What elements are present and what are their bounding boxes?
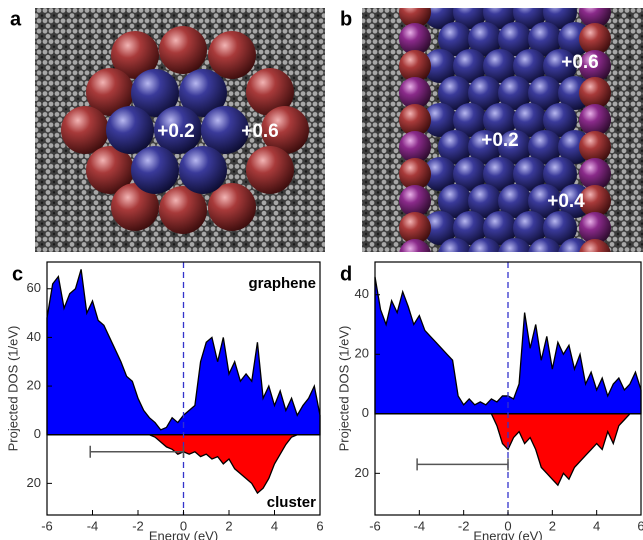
x-axis-label: Energy (eV): [473, 528, 542, 540]
x-tick-label: 2: [549, 518, 556, 533]
y-tick-label: 60: [27, 280, 41, 295]
atom: [528, 238, 562, 272]
x-axis-label: Energy (eV): [149, 528, 218, 540]
y-tick-label: 20: [355, 465, 369, 480]
y-tick-label: 20: [355, 346, 369, 361]
charge-label: +0.6: [561, 52, 599, 73]
x-tick-label: 2: [225, 518, 232, 533]
x-tick-label: -6: [369, 518, 381, 533]
atom: [106, 106, 154, 154]
atom: [399, 239, 431, 271]
x-tick-label: -4: [87, 518, 99, 533]
charge-label: +0.4: [547, 191, 585, 212]
panel-label: b: [340, 8, 352, 30]
page: {"panels": {"a": {"label": "a", "charges…: [0, 0, 643, 540]
y-tick-label: 20: [27, 475, 41, 490]
atom: [179, 146, 227, 194]
x-tick-label: 6: [637, 518, 643, 533]
atom: [246, 146, 294, 194]
y-axis-label: Projected DOS (1/eV): [336, 326, 351, 452]
x-tick-label: 4: [271, 518, 278, 533]
panel-label: d: [340, 263, 352, 285]
x-tick-label: -4: [414, 518, 426, 533]
panel-label: c: [12, 263, 23, 285]
atom: [468, 238, 502, 272]
atom: [131, 146, 179, 194]
charge-label: +0.2: [481, 130, 519, 151]
y-tick-label: 40: [355, 286, 369, 301]
y-tick-label: 0: [34, 426, 41, 441]
y-tick-label: 40: [27, 329, 41, 344]
body: a b +0.2 +0.6 +0.6 +0.2 +0.4 graphene clu…: [0, 0, 643, 540]
x-tick-label: -6: [41, 518, 53, 533]
series-annotation: graphene: [248, 275, 316, 292]
x-tick-label: -2: [132, 518, 144, 533]
atom: [579, 239, 611, 271]
x-tick-label: -2: [458, 518, 470, 533]
atom: [208, 31, 256, 79]
y-tick-label: 0: [362, 405, 369, 420]
series-annotation: cluster: [267, 494, 316, 511]
y-tick-label: 20: [27, 378, 41, 393]
atom: [438, 238, 472, 272]
charge-label: +0.6: [241, 121, 279, 142]
atom: [61, 106, 109, 154]
atom: [159, 26, 207, 74]
x-tick-label: 6: [316, 518, 323, 533]
panel-label: a: [10, 8, 22, 30]
charge-label: +0.2: [157, 121, 195, 142]
x-tick-label: 4: [593, 518, 600, 533]
y-axis-label: Projected DOS (1/eV): [5, 326, 20, 452]
atom: [498, 238, 532, 272]
figure: a b +0.2 +0.6 +0.6 +0.2 +0.4 graphene clu…: [0, 0, 643, 540]
